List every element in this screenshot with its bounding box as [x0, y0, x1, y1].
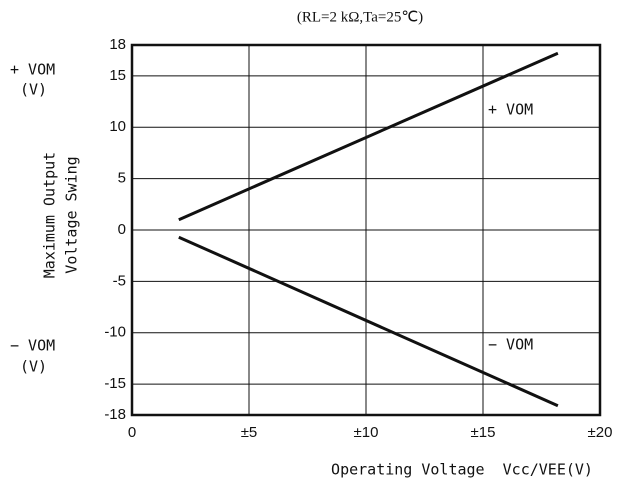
series-line	[178, 51, 559, 222]
y-tick-label: -10	[104, 324, 126, 341]
series-label: − VOM	[488, 336, 533, 354]
series-line	[178, 235, 559, 408]
y-tick-label: 10	[109, 118, 126, 135]
chart-title: (RL=2 kΩ,Ta=25℃)	[297, 9, 423, 25]
y-tick-label: -18	[104, 406, 126, 423]
series-label: + VOM	[488, 101, 533, 119]
y-axis-label-line: Maximum Output	[41, 152, 59, 278]
y-axis-label: Maximum Output Voltage Swing	[41, 152, 81, 278]
y-tick-label: 15	[109, 67, 126, 84]
y-tick-label: 18	[109, 36, 126, 53]
side-label: (V)	[20, 358, 47, 376]
plot-frame	[130, 43, 602, 417]
x-tick-label: ±10	[354, 424, 379, 441]
y-tick-label: 5	[118, 170, 126, 187]
y-axis-label-line: Voltage Swing	[63, 156, 81, 273]
y-tick-label: -15	[104, 375, 126, 392]
x-axis-label: Operating Voltage Vcc/VEE(V)	[331, 461, 593, 479]
side-label: − VOM	[10, 337, 55, 355]
x-tick-label: ±20	[588, 424, 613, 441]
x-tick-label: ±5	[241, 424, 258, 441]
side-label: + VOM	[10, 61, 55, 79]
x-tick-label: 0	[128, 424, 136, 441]
side-label: (V)	[20, 81, 47, 99]
x-tick-label: ±15	[471, 424, 496, 441]
y-tick-label: 0	[118, 221, 126, 238]
y-tick-label: -5	[113, 272, 126, 289]
